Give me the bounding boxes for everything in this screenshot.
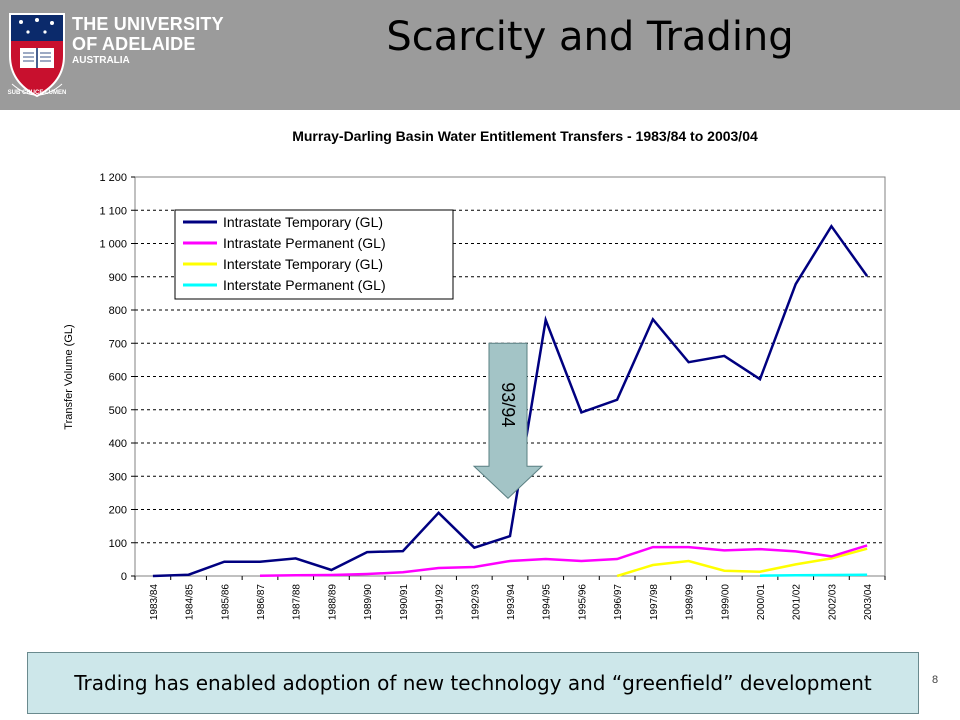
x-tick-label: 1997/98 (649, 584, 660, 621)
series-line-3 (616, 547, 868, 578)
y-tick-label: 800 (109, 305, 127, 317)
x-tick-label: 1995/96 (577, 584, 588, 621)
x-tick-label: 1986/87 (256, 584, 267, 621)
crest-motto: SUB CRUCE LUMEN (8, 90, 67, 96)
page-number: 8 (932, 674, 939, 686)
x-tick-label: 1999/00 (720, 584, 731, 621)
chart-title: Murray-Darling Basin Water Entitlement T… (292, 128, 758, 144)
x-tick-label: 1988/89 (327, 584, 338, 621)
y-tick-label: 400 (109, 438, 127, 450)
university-wordmark: THE UNIVERSITY OF ADELAIDE AUSTRALIA (72, 15, 224, 66)
x-tick-label: 2000/01 (756, 584, 767, 621)
legend-label: Interstate Temporary (GL) (223, 256, 383, 272)
y-tick-label: 700 (109, 338, 127, 350)
legend-label: Interstate Permanent (GL) (223, 277, 386, 293)
legend-box (174, 209, 454, 300)
y-tick-label: 100 (109, 538, 127, 550)
caption-box: Trading has enabled adoption of new tech… (27, 652, 919, 714)
y-tick-label: 1 000 (99, 239, 127, 251)
y-tick-label: 0 (121, 571, 127, 583)
slide-header: SUB CRUCE LUMEN THE UNIVERSITY OF ADELAI… (0, 0, 960, 110)
slide-caption: Trading has enabled adoption of new tech… (74, 671, 872, 695)
x-tick-label: 1987/88 (292, 584, 303, 621)
legend-label: Intrastate Temporary (GL) (223, 214, 383, 230)
university-crest-logo: SUB CRUCE LUMEN (8, 13, 67, 98)
x-tick-label: 1996/97 (613, 584, 624, 621)
series-line-2 (259, 544, 868, 577)
x-tick-label: 2002/03 (827, 584, 838, 621)
series-line-4 (759, 573, 868, 577)
water-transfers-line-chart: Murray-Darling Basin Water Entitlement T… (63, 128, 886, 621)
x-tick-label: 2001/02 (792, 584, 803, 621)
x-tick-label: 1992/93 (470, 584, 481, 621)
slide-title: Scarcity and Trading (386, 14, 794, 60)
university-name-line1: THE UNIVERSITY (72, 14, 224, 34)
y-tick-label: 500 (109, 405, 127, 417)
x-tick-label: 1983/84 (149, 584, 160, 621)
x-tick-label: 1984/85 (185, 584, 196, 621)
x-tick-label: 1998/99 (685, 584, 696, 621)
x-tick-label: 2003/04 (863, 584, 874, 621)
annotation-arrow (472, 342, 544, 499)
x-tick-label: 1985/86 (220, 584, 231, 621)
y-tick-label: 300 (109, 471, 127, 483)
y-axis-label: Transfer Volume (GL) (63, 324, 75, 429)
y-tick-label: 200 (109, 505, 127, 517)
university-name-line2: OF ADELAIDE (72, 34, 196, 54)
legend-label: Intrastate Permanent (GL) (223, 235, 386, 251)
y-tick-label: 1 200 (99, 172, 127, 184)
x-tick-label: 1993/94 (506, 584, 517, 621)
annotation-label: 93/94 (498, 382, 518, 427)
x-tick-label: 1990/91 (399, 584, 410, 621)
series-line-1 (152, 223, 869, 578)
x-tick-label: 1994/95 (542, 584, 553, 621)
y-tick-label: 900 (109, 272, 127, 284)
university-country: AUSTRALIA (72, 55, 130, 66)
y-tick-label: 1 100 (99, 205, 127, 217)
x-tick-label: 1991/92 (435, 584, 446, 621)
y-tick-label: 600 (109, 372, 127, 384)
x-tick-label: 1989/90 (363, 584, 374, 621)
